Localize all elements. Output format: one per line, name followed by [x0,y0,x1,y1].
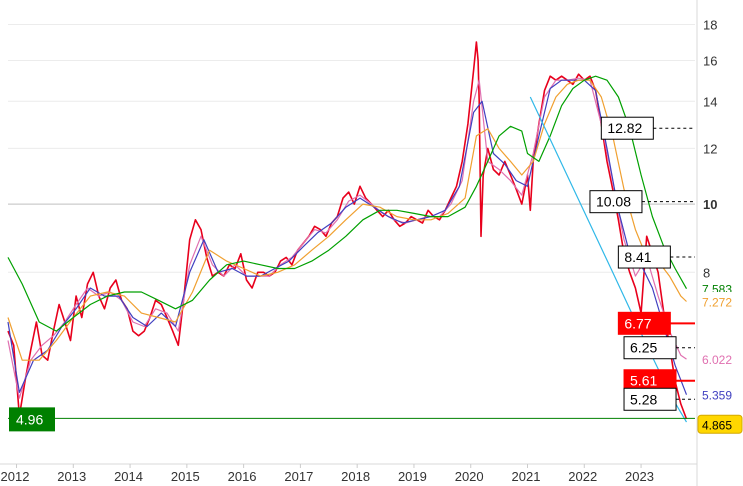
annotation-label: 12.82 [607,120,642,136]
y-tick-label: 18 [703,18,717,33]
x-tick-label: 2020 [455,469,484,484]
x-tick-label: 2021 [512,469,541,484]
annotation-box [617,245,671,269]
axes: 8 10 12 14 16 18 2012 2013 2014 2015 2016 2017 2018 2… [0,0,717,486]
annotations: 12.82 10.08 8.41 6.77 6.25 5.61 5.28 [589,116,695,411]
x-tick-label: 2018 [341,469,370,484]
x-tick-label: 2016 [228,469,257,484]
annotation-box [589,190,643,214]
annotation-label: 6.25 [630,340,657,356]
value-tag-label: 7.272 [702,295,732,309]
x-tick-label: 2013 [57,469,86,484]
y-tick-label: 12 [703,141,717,156]
value-tag-box [697,414,743,434]
x-tick-label: 2023 [625,469,654,484]
grid-lines [8,24,695,273]
x-tick-label: 2014 [114,469,143,484]
x-tick-label: 2012 [1,469,30,484]
series-line-4 [7,75,688,332]
y-tick-label: 14 [703,94,717,109]
x-tick-label: 2017 [284,469,313,484]
x-tick-label: 2022 [568,469,597,484]
annotation-box [600,116,654,140]
horizontal-lines: 4.96 [8,407,695,432]
annotation-label: 10.08 [596,194,631,210]
value-tag-box [697,349,743,369]
y-tick-label: 10 [703,197,717,212]
support-line-label: 4.96 [16,411,43,427]
series-line-3 [7,79,687,361]
value-tag-box [697,291,743,311]
series-line-0 [7,41,688,420]
annotation-box [623,336,677,360]
value-tag-label: 4.865 [702,418,732,432]
x-tick-label: 2015 [171,469,200,484]
annotation-label: 5.28 [630,391,657,407]
annotation-label: 5.61 [630,373,657,389]
series-line-1 [7,77,687,399]
annotation-box [623,387,677,411]
value-tag-box [697,385,743,405]
value-tag-label: 6.022 [702,353,732,367]
support-line-label-box [9,407,55,432]
annotation-label: 8.41 [624,249,651,265]
annotation-box [617,311,671,335]
y-tick-label: 8 [703,265,710,280]
annotation-label: 6.77 [624,315,651,331]
value-tag-label: 5.359 [702,389,732,403]
series-line-2 [7,79,688,395]
y-tick-label: 16 [703,54,717,69]
x-tick-label: 2019 [398,469,427,484]
series-lines [7,41,688,423]
